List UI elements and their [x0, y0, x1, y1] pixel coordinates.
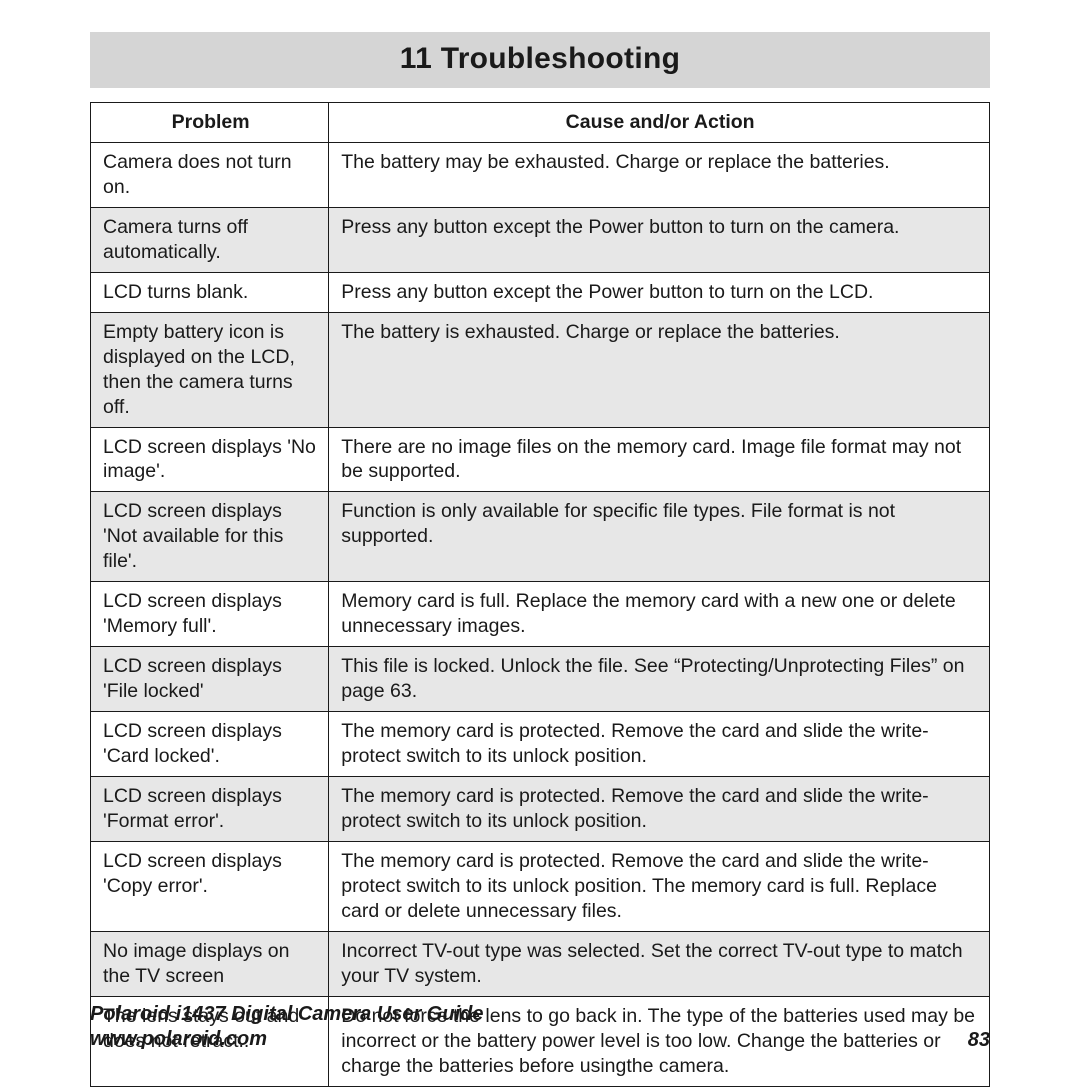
col-header-problem: Problem [91, 103, 329, 143]
cell-problem: LCD screen displays 'Format error'. [91, 777, 329, 842]
footer-url: www.polaroid.com [90, 1027, 483, 1052]
cell-action: The memory card is protected. Remove the… [329, 712, 990, 777]
cell-action: Incorrect TV-out type was selected. Set … [329, 931, 990, 996]
cell-problem: LCD turns blank. [91, 272, 329, 312]
cell-action: Function is only available for specific … [329, 492, 990, 582]
cell-problem: Camera does not turn on. [91, 142, 329, 207]
table-row: LCD screen displays 'Not available for t… [91, 492, 990, 582]
cell-action: The battery is exhausted. Charge or repl… [329, 312, 990, 427]
footer-page-number: 83 [968, 1029, 990, 1052]
table-row: No image displays on the TV screenIncorr… [91, 931, 990, 996]
troubleshooting-table: Problem Cause and/or Action Camera does … [90, 102, 990, 1087]
table-row: LCD screen displays 'Copy error'.The mem… [91, 841, 990, 931]
cell-problem: LCD screen displays 'Not available for t… [91, 492, 329, 582]
table-row: LCD screen displays 'No image'.There are… [91, 427, 990, 492]
page-footer: Polaroid i1437 Digital Camera User Guide… [90, 1002, 990, 1052]
footer-left: Polaroid i1437 Digital Camera User Guide… [90, 1002, 483, 1052]
cell-action: The memory card is protected. Remove the… [329, 777, 990, 842]
table-row: LCD turns blank.Press any button except … [91, 272, 990, 312]
table-row: Camera does not turn on.The battery may … [91, 142, 990, 207]
table-row: LCD screen displays 'Memory full'.Memory… [91, 582, 990, 647]
cell-problem: Empty battery icon is displayed on the L… [91, 312, 329, 427]
table-row: Camera turns off automatically.Press any… [91, 207, 990, 272]
cell-problem: LCD screen displays 'Memory full'. [91, 582, 329, 647]
cell-problem: No image displays on the TV screen [91, 931, 329, 996]
cell-problem: LCD screen displays 'No image'. [91, 427, 329, 492]
footer-title: Polaroid i1437 Digital Camera User Guide [90, 1002, 483, 1027]
table-row: LCD screen displays 'Card locked'.The me… [91, 712, 990, 777]
table-row: LCD screen displays 'File locked'This fi… [91, 647, 990, 712]
cell-problem: Camera turns off automatically. [91, 207, 329, 272]
col-header-action: Cause and/or Action [329, 103, 990, 143]
cell-action: There are no image files on the memory c… [329, 427, 990, 492]
cell-problem: LCD screen displays 'Copy error'. [91, 841, 329, 931]
table-row: LCD screen displays 'Format error'.The m… [91, 777, 990, 842]
cell-action: Memory card is full. Replace the memory … [329, 582, 990, 647]
cell-problem: LCD screen displays 'Card locked'. [91, 712, 329, 777]
cell-action: Press any button except the Power button… [329, 272, 990, 312]
cell-action: This file is locked. Unlock the file. Se… [329, 647, 990, 712]
section-title: 11 Troubleshooting [90, 32, 990, 88]
cell-action: Press any button except the Power button… [329, 207, 990, 272]
cell-problem: LCD screen displays 'File locked' [91, 647, 329, 712]
table-row: Empty battery icon is displayed on the L… [91, 312, 990, 427]
table-header-row: Problem Cause and/or Action [91, 103, 990, 143]
cell-action: The battery may be exhausted. Charge or … [329, 142, 990, 207]
cell-action: The memory card is protected. Remove the… [329, 841, 990, 931]
